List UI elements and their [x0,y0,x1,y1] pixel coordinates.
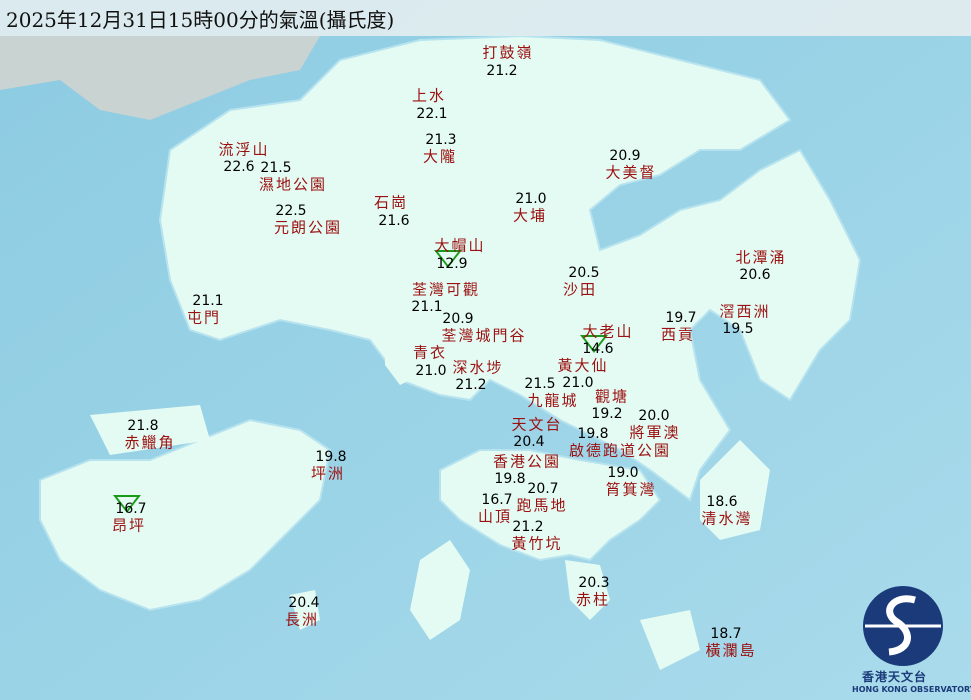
station-name: 石崗 [373,193,409,212]
title-bar: 2025年12月31日15時00分的氣溫(攝氏度) [0,0,971,36]
lantau-island-land [39,418,332,612]
logo-name-en: HONG KONG OBSERVATORY [852,685,971,694]
station-temperature: 20.7 [527,481,559,497]
station-name: 北潭涌 [735,248,787,267]
station-temperature: 21.0 [515,191,547,207]
station-name: 大帽山 [434,236,486,255]
station-temperature: 22.6 [223,159,255,175]
station-name: 赤柱 [575,590,611,608]
station-temperature: 20.9 [442,310,474,327]
stanley-peninsula-land [565,560,610,620]
station-name: 沙田 [562,280,598,299]
sai-kung-east-land [700,440,770,540]
hong-kong-island-land [439,449,662,562]
station-temperature: 16.7 [115,501,147,517]
station-temperature: 18.7 [710,626,742,642]
station-temperature: 14.6 [582,341,614,357]
station-name: 深水埗 [452,358,504,377]
station-name: 大美督 [605,163,657,182]
station-temperature: 21.5 [524,376,556,392]
station-temperature: 21.5 [260,160,292,176]
station-name: 黃大仙 [557,356,609,375]
min-temp-triangle-icon [434,250,462,268]
new-territories-land [158,34,862,502]
station-temperature: 19.2 [591,406,623,422]
station-temperature: 20.6 [739,267,771,283]
station-temperature: 21.6 [378,213,410,229]
station-name: 上水 [411,86,447,105]
lamma-island-land [410,540,470,640]
station-name: 大老山 [582,322,634,341]
station-name: 跑馬地 [516,496,568,515]
station-temperature: 12.9 [436,256,468,272]
station-temperature: 22.1 [416,106,448,122]
station-name: 荃灣城門谷 [441,326,527,344]
station-name: 將軍澳 [629,423,681,442]
hko-logo-icon [863,586,943,666]
min-temp-triangle-icon [580,335,608,353]
station-name: 赤鱲角 [124,433,176,452]
station-temperature: 19.8 [494,471,526,487]
station-temperature: 21.1 [192,293,224,309]
station-temperature: 20.3 [578,574,610,591]
station-name: 九龍城 [527,391,579,410]
station-temperature: 21.3 [425,131,457,148]
station-name: 啟德跑道公園 [568,441,672,460]
station-name: 香港公園 [492,452,562,471]
station-temperature: 20.4 [513,434,545,450]
station-temperature: 18.6 [706,494,738,510]
station-name: 元朗公園 [273,218,343,237]
station-temperature: 21.2 [455,377,487,393]
station-name: 橫瀾島 [705,641,757,660]
airport-island-land [90,405,210,455]
station-temperature: 19.8 [577,426,609,442]
station-temperature: 20.5 [568,265,600,281]
station-name: 清水灣 [701,509,753,528]
waglan-area-land [640,610,700,670]
cheung-chau-land [290,590,320,630]
station-name: 大隴 [422,147,458,165]
station-name: 流浮山 [218,140,270,159]
station-temperature: 19.0 [607,464,639,481]
station-name: 筲箕灣 [605,480,657,498]
station-name: 打鼓嶺 [482,43,534,62]
station-name: 長洲 [284,610,320,628]
station-temperature: 19.7 [665,310,697,326]
station-temperature: 21.1 [411,299,443,315]
station-name: 濕地公園 [258,175,328,194]
map-title: 2025年12月31日15時00分的氣溫(攝氏度) [6,8,395,32]
station-name: 滘西洲 [719,302,771,321]
station-name: 荃灣可觀 [411,280,481,299]
station-temperature: 20.9 [609,148,641,164]
station-temperature: 19.5 [722,321,754,337]
station-name: 坪洲 [310,464,346,483]
shenzhen-area [0,36,320,120]
station-temperature: 16.7 [481,491,513,508]
station-name: 山頂 [477,507,513,525]
station-name: 觀塘 [594,387,630,406]
logo-name-cn: 香港天文台 [862,670,928,684]
tsing-yi-land [385,335,430,385]
station-temperature: 20.4 [288,594,320,611]
station-temperature: 21.0 [562,375,594,391]
station-temperature: 21.8 [127,418,159,434]
station-temperature: 22.5 [275,203,307,219]
min-temp-triangle-icon [113,495,141,513]
station-name: 青衣 [412,343,448,362]
station-name: 昂坪 [111,516,147,535]
station-temperature: 21.2 [486,63,518,79]
station-name: 黃竹坑 [511,534,563,552]
station-temperature: 21.0 [415,363,447,379]
station-name: 屯門 [186,308,222,327]
station-name: 大埔 [512,206,548,225]
station-name: 西貢 [660,325,696,344]
station-temperature: 21.2 [512,518,544,535]
station-temperature: 20.0 [638,408,670,424]
station-temperature: 19.8 [315,449,347,465]
station-name: 天文台 [511,415,563,434]
